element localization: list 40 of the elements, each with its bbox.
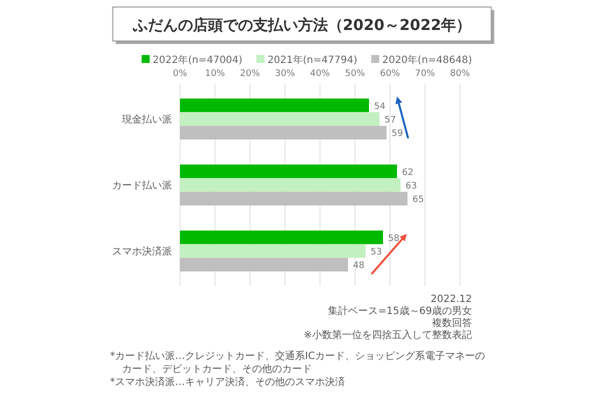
chart-title: ふだんの店頭での支払い方法（2020～2022年） xyxy=(132,16,472,34)
x-tick-label: 60% xyxy=(380,69,400,79)
data-label: 54 xyxy=(374,102,386,112)
bar xyxy=(180,230,383,244)
bar xyxy=(180,164,397,178)
bar xyxy=(180,98,369,112)
x-tick-label: 0% xyxy=(172,69,188,79)
y-tick-label: カード払い派 xyxy=(112,180,172,192)
data-label: 48 xyxy=(353,261,365,272)
bar xyxy=(180,112,380,126)
data-label: 65 xyxy=(412,195,424,206)
bar xyxy=(180,244,366,258)
bar xyxy=(180,258,348,272)
x-tick-label: 80% xyxy=(450,69,470,79)
text: 複数回答 xyxy=(432,317,472,329)
text: 集計ベース=15歳～69歳の男女 xyxy=(328,305,472,317)
data-label: 63 xyxy=(406,182,417,192)
bar xyxy=(180,192,408,206)
y-tick-label: スマホ決済派 xyxy=(112,246,172,258)
bar xyxy=(180,126,386,140)
x-tick-label: 50% xyxy=(344,69,366,79)
legend-label: 2020年(n=48648) xyxy=(382,54,472,66)
x-tick-label: 40% xyxy=(310,69,330,79)
x-tick-label: 70% xyxy=(414,69,436,79)
data-label: 57 xyxy=(384,116,396,126)
data-label: 53 xyxy=(370,248,382,258)
x-tick-label: 30% xyxy=(274,69,296,79)
data-label: 62 xyxy=(402,168,414,178)
text: *スマホ決済派…キャリア決済、その他のスマホ決済 xyxy=(110,376,345,388)
data-label: 58 xyxy=(388,234,400,244)
text: 2022.12 xyxy=(430,294,472,305)
text: ※小数第一位を四捨五入して整数表記 xyxy=(304,329,472,341)
x-tick-label: 20% xyxy=(240,69,260,79)
x-tick-label: 10% xyxy=(204,69,226,79)
legend-label: 2021年(n=47794) xyxy=(267,54,358,66)
y-tick-label: 現金払い派 xyxy=(122,114,172,126)
legend-label: 2022年(n=47004) xyxy=(152,54,243,66)
bar xyxy=(180,178,400,192)
data-label: 59 xyxy=(392,129,404,140)
text: *カード払い派…クレジットカード、交通系ICカード、ショッピング系電子マネーのカード、デビットカード、その他のカード xyxy=(110,350,485,375)
